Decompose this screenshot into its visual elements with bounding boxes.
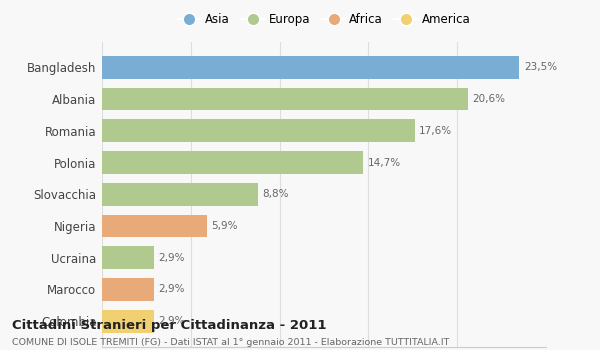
Text: 2,9%: 2,9% (158, 316, 184, 326)
Text: 20,6%: 20,6% (472, 94, 505, 104)
Bar (102, 119, 415, 142)
Bar (102, 246, 154, 269)
Text: 23,5%: 23,5% (524, 62, 557, 72)
Bar (102, 278, 154, 301)
Text: Cittadini Stranieri per Cittadinanza - 2011: Cittadini Stranieri per Cittadinanza - 2… (12, 318, 326, 331)
Bar (102, 310, 154, 332)
Bar (102, 56, 520, 79)
Text: 14,7%: 14,7% (368, 158, 401, 168)
Text: COMUNE DI ISOLE TREMITI (FG) - Dati ISTAT al 1° gennaio 2011 - Elaborazione TUTT: COMUNE DI ISOLE TREMITI (FG) - Dati ISTA… (12, 338, 449, 347)
Bar (102, 151, 363, 174)
Legend: Asia, Europa, Africa, America: Asia, Europa, Africa, America (173, 8, 475, 31)
Bar (102, 183, 258, 206)
Text: 2,9%: 2,9% (158, 285, 184, 294)
Text: 2,9%: 2,9% (158, 253, 184, 263)
Text: 8,8%: 8,8% (263, 189, 289, 199)
Text: 17,6%: 17,6% (419, 126, 452, 136)
Bar (102, 215, 207, 237)
Bar (102, 88, 468, 111)
Text: 5,9%: 5,9% (211, 221, 238, 231)
